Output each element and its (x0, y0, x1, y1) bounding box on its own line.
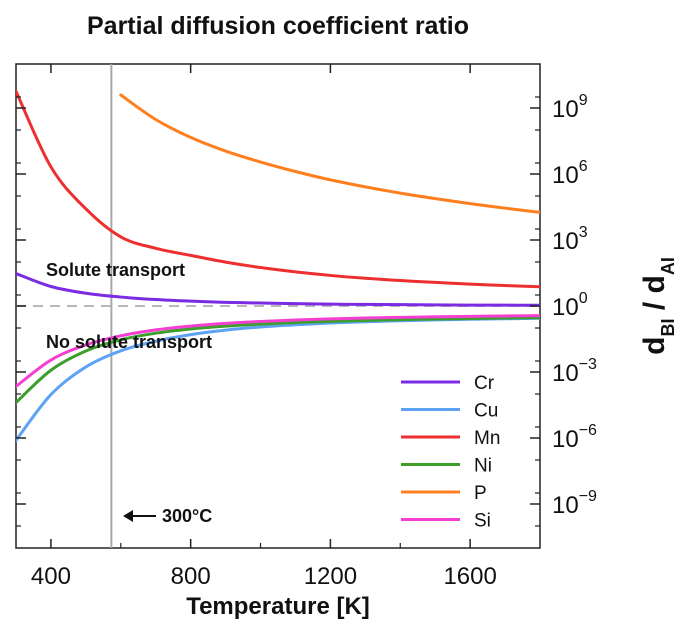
marker-annotation: 300°C (123, 506, 212, 526)
legend: Cr Cu Mn Ni P Si (401, 373, 500, 532)
chart-title: Partial diffusion coefficient ratio (87, 12, 469, 40)
legend-item-cu: Cu (401, 401, 498, 422)
legend-label: P (474, 483, 487, 504)
legend-item-mn: Mn (401, 428, 500, 449)
x-tick-label: 400 (31, 563, 71, 590)
y-tick-label: 100 (552, 290, 588, 321)
legend-item-p: P (401, 483, 487, 504)
x-tick-label: 1200 (304, 563, 357, 590)
legend-item-si: Si (401, 511, 491, 532)
marker-label: 300°C (162, 506, 212, 526)
y-tick-label: 106 (552, 158, 588, 189)
legend-label: Cr (474, 373, 495, 394)
y-axis-label: dBI / dAI (638, 257, 678, 355)
series-group (16, 89, 540, 442)
y-tick-label: 10−6 (552, 422, 597, 453)
legend-label: Cu (474, 401, 498, 422)
legend-label: Mn (474, 428, 500, 449)
annotation-no-solute-transport: No solute transport (46, 332, 212, 352)
series-line-si (16, 314, 540, 388)
legend-item-ni: Ni (401, 456, 492, 477)
y-tick-label: 103 (552, 224, 588, 255)
legend-label: Ni (474, 456, 492, 477)
series-line-ni (16, 316, 540, 405)
annotation-solute-transport: Solute transport (46, 260, 185, 280)
series-line-p (119, 93, 540, 214)
x-tick-label: 1600 (443, 563, 496, 590)
y-tick-label: 10−3 (552, 356, 597, 387)
legend-item-cr: Cr (401, 373, 495, 394)
y-tick-label: 109 (552, 92, 588, 123)
legend-label: Si (474, 511, 491, 532)
x-axis-label: Temperature [K] (186, 593, 370, 620)
x-tick-label: 800 (171, 563, 211, 590)
x-axis-ticks: 400 800 1200 1600 (31, 64, 497, 590)
series-line-mn (16, 89, 540, 289)
y-axis-ticks: 109 106 103 100 10−3 10−6 10−9 (16, 92, 597, 527)
series-line-cr (16, 272, 540, 307)
left-arrow-head (123, 510, 133, 522)
y-tick-label: 10−9 (552, 488, 597, 519)
